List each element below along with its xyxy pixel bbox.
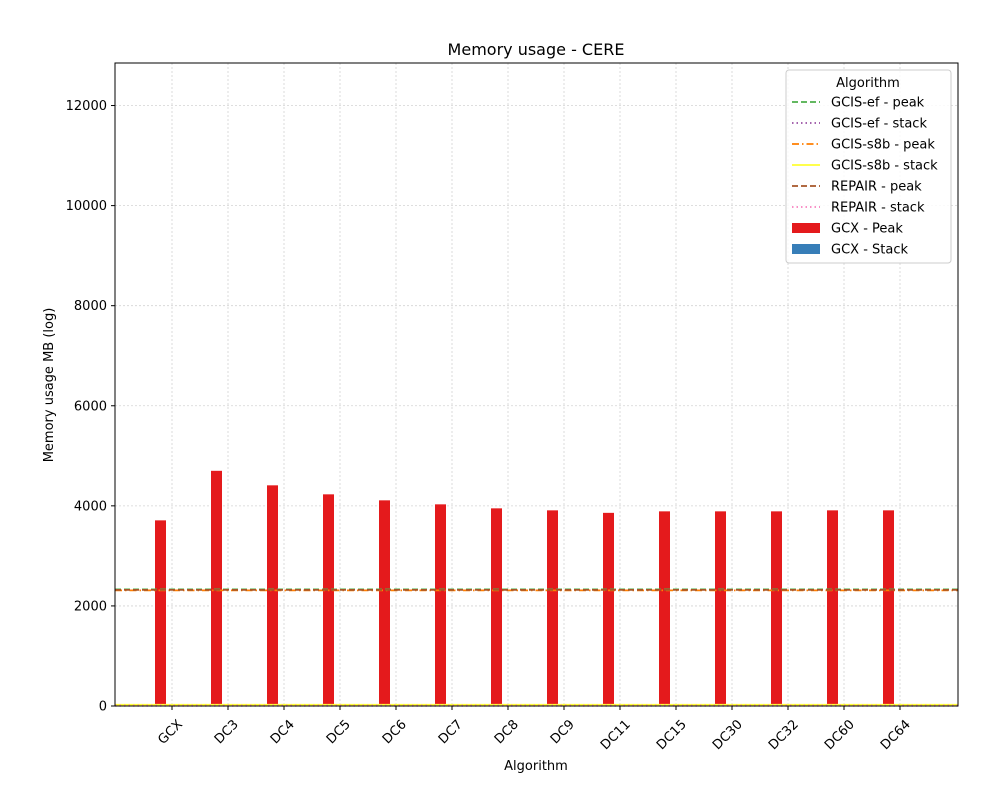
y-tick-label: 6000 (74, 399, 107, 414)
bar-peak-dc4 (267, 485, 278, 706)
x-tick-label: DC60 (822, 717, 858, 753)
bar-peak-dc60 (827, 510, 838, 706)
legend-entry-label: GCX - Stack (831, 243, 908, 258)
bar-peak-dc8 (491, 508, 502, 706)
x-tick-label: GCX (155, 717, 186, 748)
legend-entry-label: REPAIR - peak (831, 180, 922, 195)
legend-entry-label: GCIS-ef - stack (831, 117, 927, 132)
x-axis-label: Algorithm (504, 759, 568, 774)
y-tick-label: 4000 (74, 499, 107, 514)
y-tick-label: 2000 (74, 599, 107, 614)
bar-peak-dc15 (659, 511, 670, 706)
bar-peak-dc3 (211, 470, 222, 706)
x-tick-label: DC15 (654, 717, 690, 753)
legend-entry-label: GCX - Peak (831, 222, 903, 237)
x-tick-label: DC9 (548, 717, 578, 747)
bar-peak-dc11 (603, 512, 614, 706)
y-axis-label: Memory usage MB (log) (42, 308, 57, 463)
x-tick-label: DC3 (212, 717, 242, 747)
bar-peak-dc7 (435, 504, 446, 706)
legend-entry-label: GCIS-ef - peak (831, 96, 925, 111)
x-tick-label: DC64 (878, 717, 914, 753)
chart-title: Memory usage - CERE (448, 40, 625, 59)
legend-swatch-bar (792, 244, 820, 254)
legend-entry-label: GCIS-s8b - peak (831, 138, 935, 153)
x-axis: GCX DC3 DC4 DC5 DC6 DC7 DC8 DC9 DC11 DC15 DC30 DC32… (155, 706, 914, 753)
bar-peak-dc6 (379, 500, 390, 706)
bar-peak-dc5 (323, 494, 334, 706)
y-tick-label: 12000 (66, 99, 107, 114)
legend-box (785, 69, 952, 264)
y-tick-label: 10000 (66, 199, 107, 214)
x-tick-label: DC6 (380, 717, 410, 747)
legend-title: Algorithm (836, 76, 900, 91)
bar-peak-dc30 (715, 511, 726, 706)
y-axis: 0 2000 4000 6000 8000 10000 12000 (66, 99, 115, 715)
bar-peak-dc32 (771, 511, 782, 706)
x-tick-label: DC8 (492, 717, 522, 747)
x-tick-label: DC32 (766, 717, 802, 753)
bar-peak-gcx (155, 520, 166, 706)
y-tick-label: 0 (99, 700, 107, 715)
bars (155, 470, 894, 706)
x-tick-label: DC11 (598, 717, 634, 753)
legend-entry-label: REPAIR - stack (831, 201, 925, 216)
y-tick-label: 8000 (74, 299, 107, 314)
legend-swatch-bar (792, 223, 820, 233)
legend-entry-label: GCIS-s8b - stack (831, 159, 938, 174)
legend: Algorithm GCIS-ef - peak GCIS-ef - stack G… (785, 69, 952, 264)
x-tick-label: DC30 (710, 717, 746, 753)
x-tick-label: DC4 (268, 717, 298, 747)
plot-frame (114, 62, 959, 707)
grid (115, 63, 958, 707)
x-tick-label: DC7 (436, 717, 466, 747)
bar-peak-dc64 (883, 510, 894, 706)
x-tick-label: DC5 (324, 717, 354, 747)
bar-peak-dc9 (547, 510, 558, 706)
